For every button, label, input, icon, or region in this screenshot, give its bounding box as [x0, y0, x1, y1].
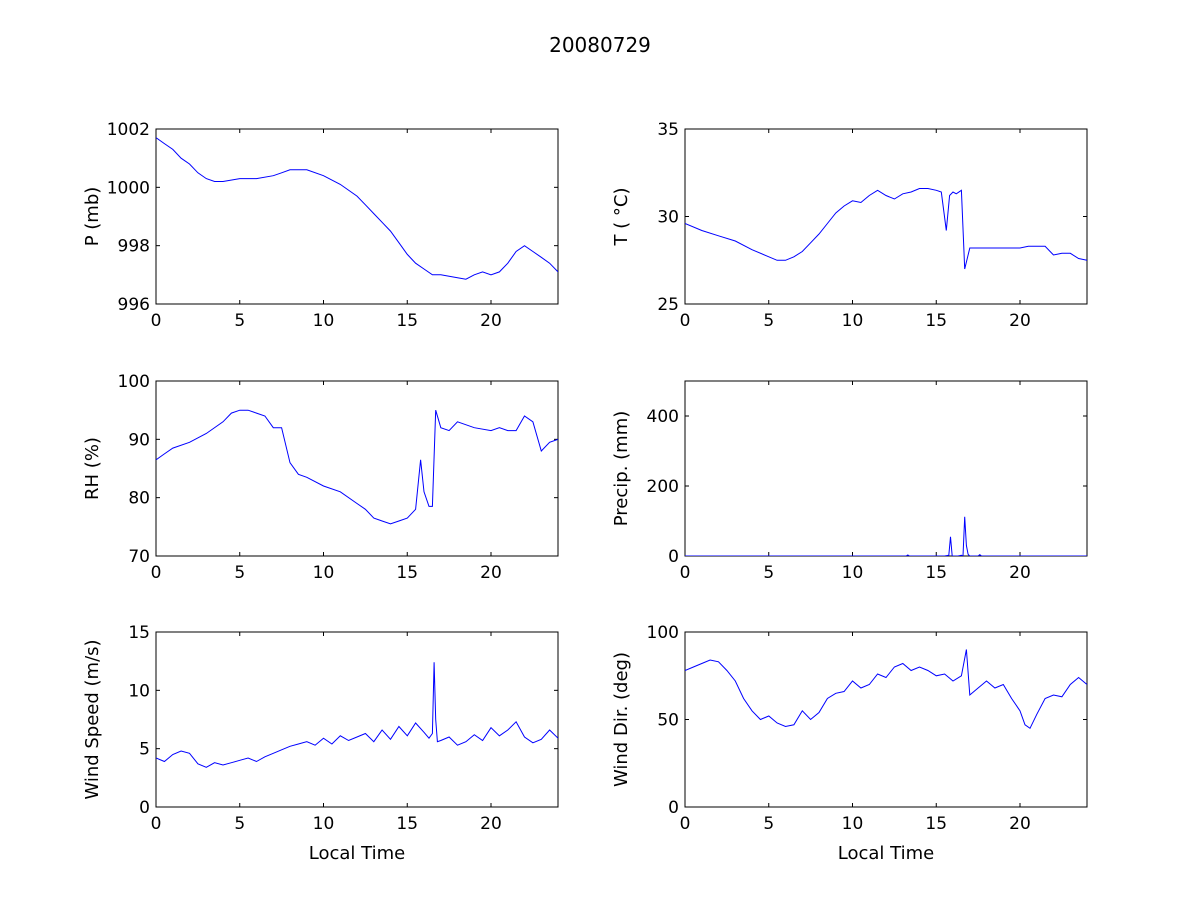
wind-direction-xlabel: Local Time	[838, 843, 934, 864]
wind-speed-ytick-label: 15	[128, 623, 150, 643]
humidity-ytick-label: 80	[128, 489, 150, 509]
pressure-xtick-label: 15	[396, 311, 418, 331]
humidity-xtick-label: 15	[396, 563, 418, 583]
wind-direction-ytick-label: 100	[647, 623, 679, 643]
wind-speed-series-line	[156, 662, 558, 768]
pressure-series-line	[156, 137, 558, 280]
wind-speed-ylabel: Wind Speed (m/s)	[82, 639, 103, 799]
precipitation-xtick-label: 0	[680, 563, 691, 583]
wind-direction-xtick-label: 20	[1009, 814, 1031, 834]
wind-direction-ylabel: Wind Dir. (deg)	[611, 652, 632, 787]
humidity-xtick-label: 0	[151, 563, 162, 583]
subplot-wind-direction: 0 5 10 15 20 0 50 100 Wind Dir. (deg) Local Time	[611, 623, 1088, 864]
humidity-xtick-label: 20	[480, 563, 502, 583]
precipitation-ytick-label: 0	[668, 547, 679, 567]
wind-direction-xtick-label: 10	[842, 814, 864, 834]
humidity-ytick-label: 70	[128, 547, 150, 567]
precipitation-ytick-label: 200	[647, 477, 679, 497]
pressure-xtick-label: 0	[151, 311, 162, 331]
wind-direction-xtick-label: 15	[925, 814, 947, 834]
wind-speed-ytick-label: 0	[139, 798, 150, 818]
pressure-ylabel: P (mb)	[82, 187, 103, 247]
pressure-xtick-label: 20	[480, 311, 502, 331]
precipitation-xtick-label: 10	[842, 563, 864, 583]
temperature-xtick-label: 10	[842, 311, 864, 331]
wind-direction-axes-frame	[684, 631, 1088, 808]
pressure-ytick-label: 998	[118, 237, 150, 257]
humidity-ylabel: RH (%)	[82, 437, 103, 500]
figure-title: 20080729	[549, 33, 651, 57]
temperature-xtick-label: 0	[680, 311, 691, 331]
temperature-ytick-label: 30	[657, 208, 679, 228]
pressure-ytick-label: 1000	[107, 178, 150, 198]
precipitation-ylabel: Precip. (mm)	[611, 411, 632, 527]
wind-direction-xtick-label: 0	[680, 814, 691, 834]
wind-speed-ytick-label: 5	[139, 740, 150, 760]
pressure-xtick-label: 5	[234, 311, 245, 331]
wind-speed-xtick-label: 20	[480, 814, 502, 834]
humidity-xtick-label: 10	[313, 563, 335, 583]
temperature-ylabel: T ( °C)	[611, 187, 632, 246]
temperature-xtick-label: 5	[763, 311, 774, 331]
wind-speed-axes-frame	[155, 631, 559, 808]
subplot-temperature: 0 5 10 15 20 25 30 35 T ( °C)	[611, 120, 1088, 331]
wind-speed-xtick-label: 0	[151, 814, 162, 834]
subplot-pressure: 0 5 10 15 20 996 998 1000 1002 P (mb)	[82, 120, 559, 331]
precipitation-xtick-label: 15	[925, 563, 947, 583]
humidity-series-line	[156, 409, 558, 525]
pressure-ytick-label: 1002	[107, 120, 150, 140]
temperature-ytick-label: 25	[657, 295, 679, 315]
humidity-ytick-label: 90	[128, 430, 150, 450]
temperature-axes-frame	[684, 128, 1088, 305]
temperature-xtick-label: 20	[1009, 311, 1031, 331]
subplot-wind-speed: 0 5 10 15 20 0 5 10 15 Wind Speed (m/s) Local Time	[82, 623, 559, 864]
precipitation-xtick-label: 5	[763, 563, 774, 583]
wind-speed-ytick-label: 10	[128, 681, 150, 701]
wind-speed-xtick-label: 10	[313, 814, 335, 834]
wind-direction-xtick-label: 5	[763, 814, 774, 834]
temperature-series-line	[685, 188, 1087, 270]
pressure-xtick-label: 10	[313, 311, 335, 331]
subplot-humidity: 0 5 10 15 20 70 80 90 100 RH (%)	[82, 372, 559, 583]
humidity-xtick-label: 5	[234, 563, 245, 583]
precipitation-ytick-label: 400	[647, 407, 679, 427]
wind-speed-xtick-label: 15	[396, 814, 418, 834]
pressure-axes-frame	[155, 128, 559, 305]
wind-speed-xtick-label: 5	[234, 814, 245, 834]
precipitation-axes-frame	[684, 380, 1088, 557]
wind-direction-series-line	[685, 649, 1087, 730]
precipitation-series-line	[685, 516, 1087, 556]
precipitation-xtick-label: 20	[1009, 563, 1031, 583]
pressure-ytick-label: 996	[118, 295, 150, 315]
humidity-ytick-label: 100	[118, 372, 150, 392]
humidity-axes-frame	[155, 380, 559, 557]
wind-direction-ytick-label: 0	[668, 798, 679, 818]
wind-direction-ytick-label: 50	[657, 711, 679, 731]
temperature-ytick-label: 35	[657, 120, 679, 140]
wind-speed-xlabel: Local Time	[309, 843, 405, 864]
temperature-xtick-label: 15	[925, 311, 947, 331]
